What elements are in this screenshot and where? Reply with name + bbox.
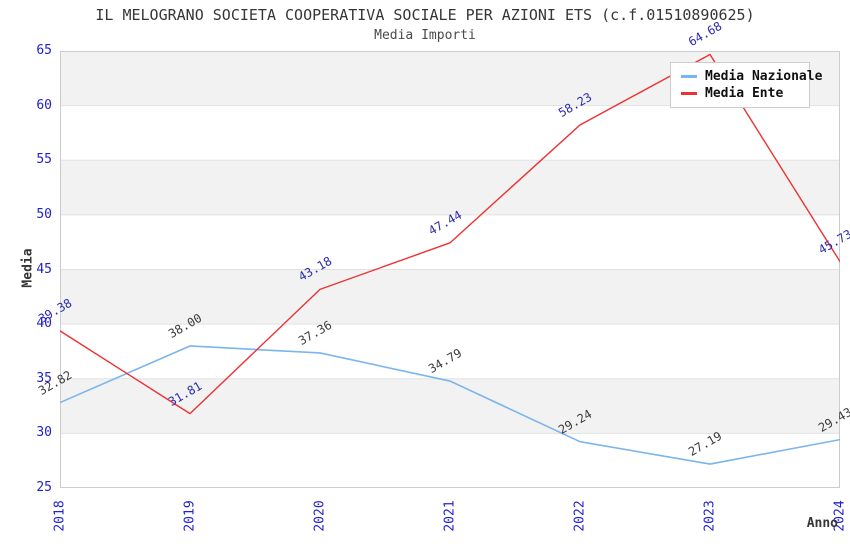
legend: Media Nazionale Media Ente	[670, 62, 822, 108]
x-tick-label: 2020	[312, 500, 328, 532]
plot-border	[60, 51, 840, 488]
legend-label-media-ente: Media Ente	[705, 86, 784, 101]
plot-band	[60, 105, 840, 161]
y-tick-label: 55	[36, 152, 52, 168]
chart-subtitle: Media Importi	[374, 28, 476, 43]
plot-band	[60, 433, 840, 488]
y-tick-label: 50	[36, 206, 52, 222]
x-tick-label: 2019	[182, 500, 198, 532]
plot-band	[60, 160, 840, 215]
plot-band	[60, 269, 840, 325]
chart-title: IL MELOGRANO SOCIETA COOPERATIVA SOCIALE…	[95, 6, 755, 24]
y-tick-label: 45	[36, 261, 52, 277]
legend-item-media-ente[interactable]: Media Ente	[681, 85, 799, 102]
y-tick-label: 60	[36, 97, 52, 113]
plot-area	[60, 51, 840, 488]
x-tick-label: 2018	[52, 500, 68, 532]
y-tick-label: 25	[36, 480, 52, 495]
y-tick-label: 35	[36, 370, 52, 386]
plot-band	[60, 378, 840, 434]
legend-line-swatch-nazionale	[681, 75, 697, 78]
legend-label-media-nazionale: Media Nazionale	[705, 69, 823, 84]
x-tick-label: 2023	[702, 500, 718, 532]
legend-item-media-nazionale[interactable]: Media Nazionale	[681, 68, 822, 85]
y-tick-label: 65	[36, 43, 52, 58]
series-line-media-nazionale	[60, 345, 840, 465]
series-line-media-ente	[60, 53, 840, 415]
y-tick-label: 30	[36, 425, 52, 441]
x-axis-label: Anno	[806, 516, 838, 531]
plot-band	[60, 324, 840, 379]
y-axis-label: Media	[20, 248, 36, 288]
x-tick-label: 2021	[442, 500, 458, 532]
x-tick-label: 2022	[572, 500, 588, 532]
y-tick-label: 40	[36, 316, 52, 332]
legend-line-swatch-ente	[681, 92, 697, 95]
